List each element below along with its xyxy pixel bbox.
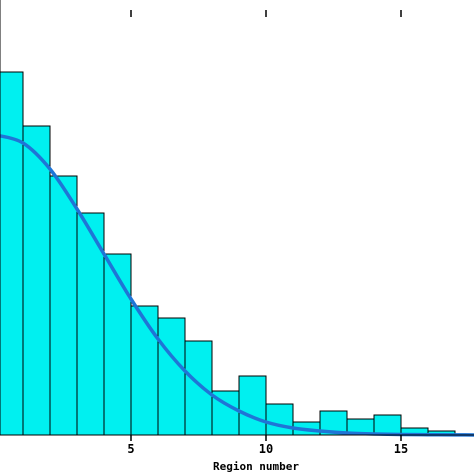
histogram-bar-4	[103, 253, 132, 436]
histogram-bar-6	[157, 317, 186, 436]
histogram-bar-2	[49, 175, 78, 436]
histogram-bar-1	[22, 125, 51, 436]
histogram-bar-3	[76, 212, 105, 436]
histogram-bar-14	[373, 414, 402, 436]
histogram-bar-10	[265, 403, 294, 436]
x-tick-label-5: 5	[127, 442, 134, 456]
x-tick-label-10: 10	[259, 442, 273, 456]
bars-layer	[0, 71, 456, 436]
histogram-bar-5	[130, 305, 159, 436]
x-axis-label: Region number	[213, 460, 299, 473]
x-tick-label-15: 15	[394, 442, 408, 456]
axes-layer	[0, 0, 474, 436]
histogram-bar-9	[238, 375, 267, 436]
histogram-bar-0	[0, 71, 24, 436]
histogram-bar-7	[184, 340, 213, 436]
ticks-layer: 5 10 15	[127, 10, 408, 456]
